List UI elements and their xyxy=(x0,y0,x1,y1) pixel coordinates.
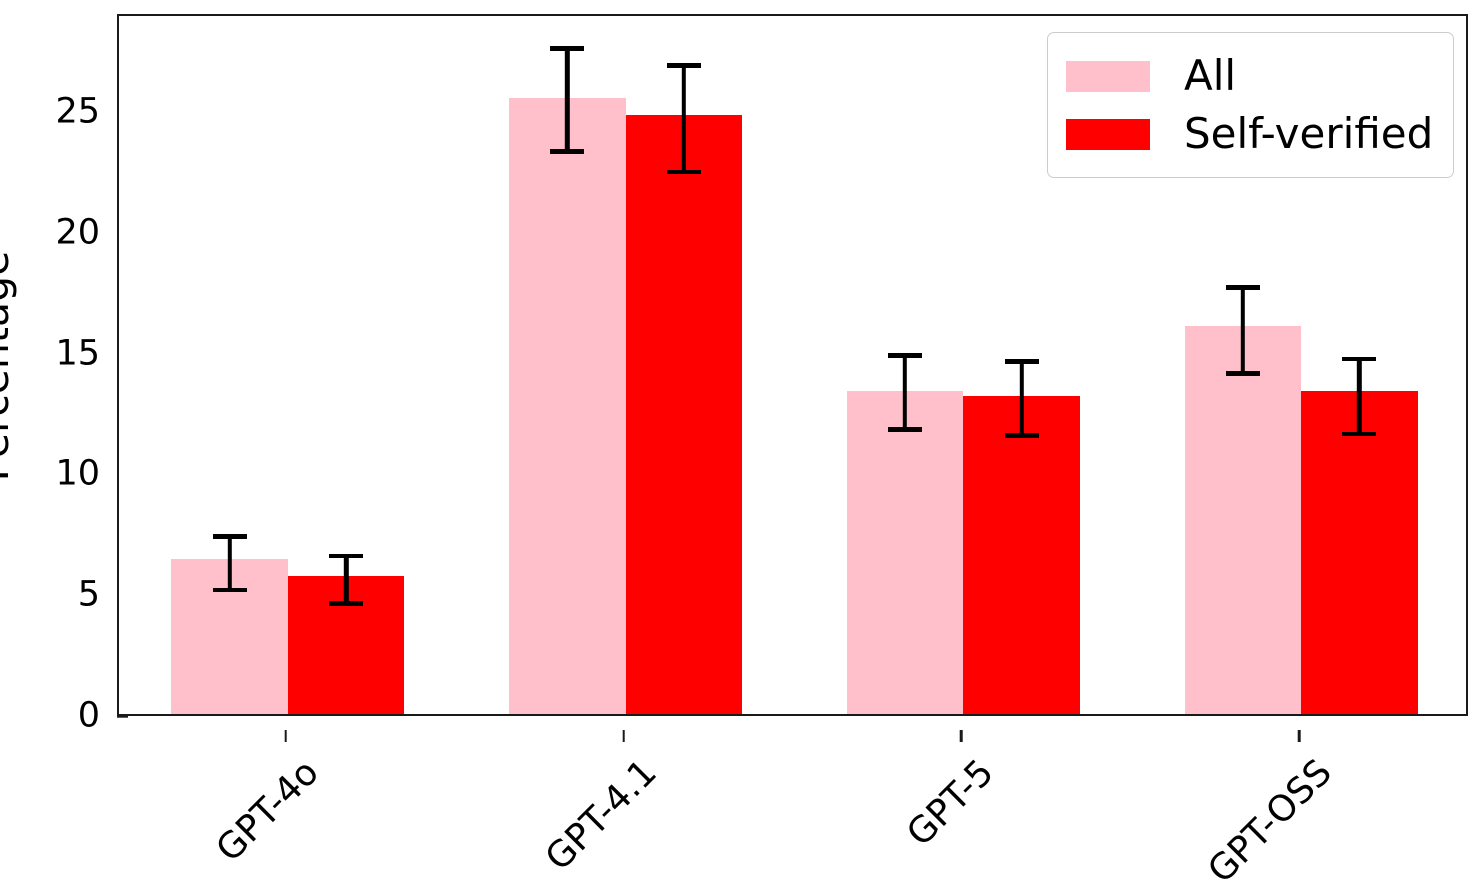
legend-entry-self-verified: Self-verified xyxy=(1066,105,1433,163)
x-tick-label-gpt-5: GPT-5 xyxy=(899,751,1003,855)
legend-label-self-verified: Self-verified xyxy=(1184,109,1434,158)
error-bar-cap-top xyxy=(212,534,247,539)
legend-swatch-all xyxy=(1066,60,1150,92)
x-tick-mark-gpt-4.1 xyxy=(622,730,625,742)
x-axis-tick-labels: GPT-4o GPT-4.1 GPT-5 GPT-OSS xyxy=(117,730,1468,884)
bar-gpt-4o-self-verified xyxy=(287,576,405,714)
bar-gpt-5-all xyxy=(846,391,964,714)
y-tick-label-0: 0 xyxy=(77,695,100,736)
bar-gpt-oss-all xyxy=(1184,326,1302,714)
error-bar-cap-top xyxy=(329,553,364,559)
bars-layer xyxy=(119,16,1466,714)
error-bar-cap-top xyxy=(666,63,701,68)
x-tick-label-gpt-4o: GPT-4o xyxy=(208,751,327,871)
y-tick-label-10: 10 xyxy=(55,453,100,494)
error-bar-cap-top xyxy=(550,46,585,51)
bar-gpt-4.1-all xyxy=(509,97,626,714)
legend-label-all: All xyxy=(1184,51,1237,100)
x-tick-mark-gpt-oss xyxy=(1297,730,1301,742)
y-tick-label-25: 25 xyxy=(55,91,100,132)
y-tick-mark-0 xyxy=(117,714,128,718)
legend-swatch-self-verified xyxy=(1066,118,1150,150)
x-tick-label-gpt-oss: GPT-OSS xyxy=(1200,751,1340,884)
error-bar-cap-top xyxy=(1225,285,1260,291)
bar-gpt-oss-self-verified xyxy=(1301,391,1418,714)
x-tick-label-gpt-4.1: GPT-4.1 xyxy=(537,751,665,879)
bar-gpt-4.1-self-verified xyxy=(625,114,743,714)
bar-gpt-4o-all xyxy=(171,559,288,714)
y-axis-tick-labels: 0 5 10 15 20 25 xyxy=(0,14,128,733)
error-bar-cap-top xyxy=(1342,356,1377,362)
legend-entry-all: All xyxy=(1066,47,1433,105)
error-bar-cap-top xyxy=(1004,359,1039,364)
x-tick-mark-gpt-4o xyxy=(284,730,288,742)
x-tick-mark-gpt-5 xyxy=(960,730,963,742)
bar-gpt-5-self-verified xyxy=(963,396,1080,714)
error-bar-cap-top xyxy=(888,353,923,358)
y-tick-label-20: 20 xyxy=(55,212,100,253)
legend: All Self-verified xyxy=(1047,32,1455,178)
y-tick-label-15: 15 xyxy=(55,333,100,374)
y-tick-label-5: 5 xyxy=(77,574,100,615)
